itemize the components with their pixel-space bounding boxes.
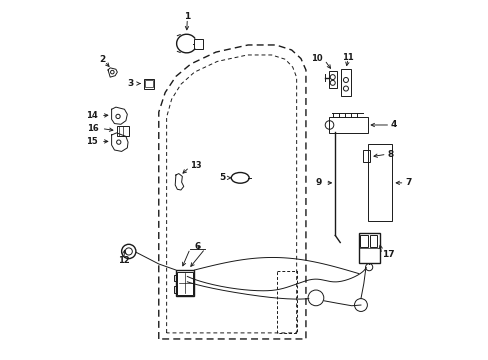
Text: 8: 8 xyxy=(386,150,393,159)
Text: 3: 3 xyxy=(127,79,134,88)
Bar xyxy=(363,150,369,162)
Text: 1: 1 xyxy=(184,12,190,21)
Bar xyxy=(116,126,128,136)
Text: 17: 17 xyxy=(382,250,394,259)
Text: 13: 13 xyxy=(190,161,202,170)
Bar xyxy=(177,272,193,295)
Bar xyxy=(340,69,350,96)
Bar xyxy=(369,235,377,247)
Bar xyxy=(328,71,336,88)
Text: 5: 5 xyxy=(219,174,225,183)
Bar xyxy=(173,286,177,293)
Text: 16: 16 xyxy=(87,124,99,133)
Bar xyxy=(143,78,153,89)
Bar xyxy=(367,144,391,221)
Bar xyxy=(328,117,367,133)
Text: 10: 10 xyxy=(310,54,322,63)
Text: 6: 6 xyxy=(195,242,201,251)
Bar xyxy=(360,235,367,247)
Bar xyxy=(173,275,177,281)
Text: 11: 11 xyxy=(342,53,353,62)
Text: 15: 15 xyxy=(86,137,98,146)
Text: 7: 7 xyxy=(405,178,411,187)
Text: 9: 9 xyxy=(315,178,322,187)
Text: 14: 14 xyxy=(86,111,98,120)
Bar xyxy=(358,233,379,263)
Text: 2: 2 xyxy=(99,55,105,64)
Bar xyxy=(144,80,152,87)
Text: 12: 12 xyxy=(118,256,129,265)
Bar xyxy=(194,39,203,49)
Text: 4: 4 xyxy=(390,121,397,130)
Bar xyxy=(176,270,194,296)
